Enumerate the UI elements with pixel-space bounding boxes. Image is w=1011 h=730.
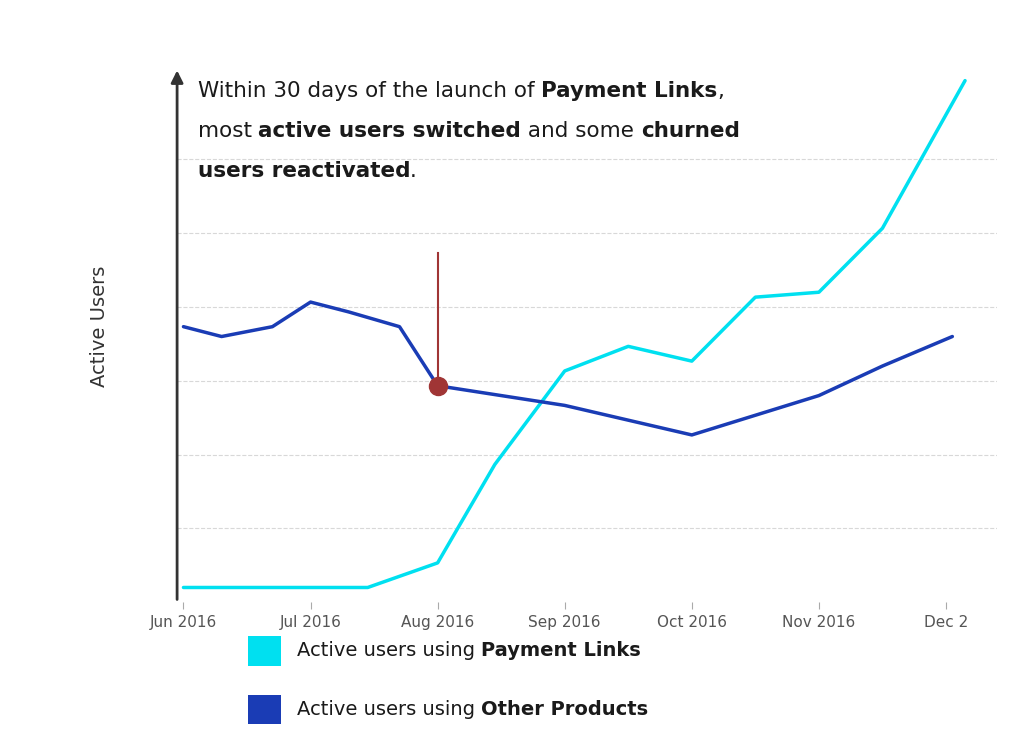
Text: Payment Links: Payment Links	[541, 82, 717, 101]
Text: churned: churned	[640, 121, 739, 141]
Text: Payment Links: Payment Links	[480, 641, 640, 661]
Text: Within 30 days of the launch of: Within 30 days of the launch of	[197, 82, 541, 101]
Text: Active Users: Active Users	[90, 266, 108, 388]
Text: Active users using: Active users using	[296, 700, 480, 719]
FancyBboxPatch shape	[248, 636, 281, 666]
Text: .: .	[409, 161, 417, 181]
Text: Active users using: Active users using	[296, 641, 480, 661]
Text: and some: and some	[521, 121, 640, 141]
Text: Other Products: Other Products	[480, 700, 647, 719]
Text: ,: ,	[717, 82, 724, 101]
FancyBboxPatch shape	[248, 695, 281, 724]
Text: most: most	[197, 121, 258, 141]
Text: users reactivated: users reactivated	[197, 161, 409, 181]
Text: active users switched: active users switched	[258, 121, 521, 141]
